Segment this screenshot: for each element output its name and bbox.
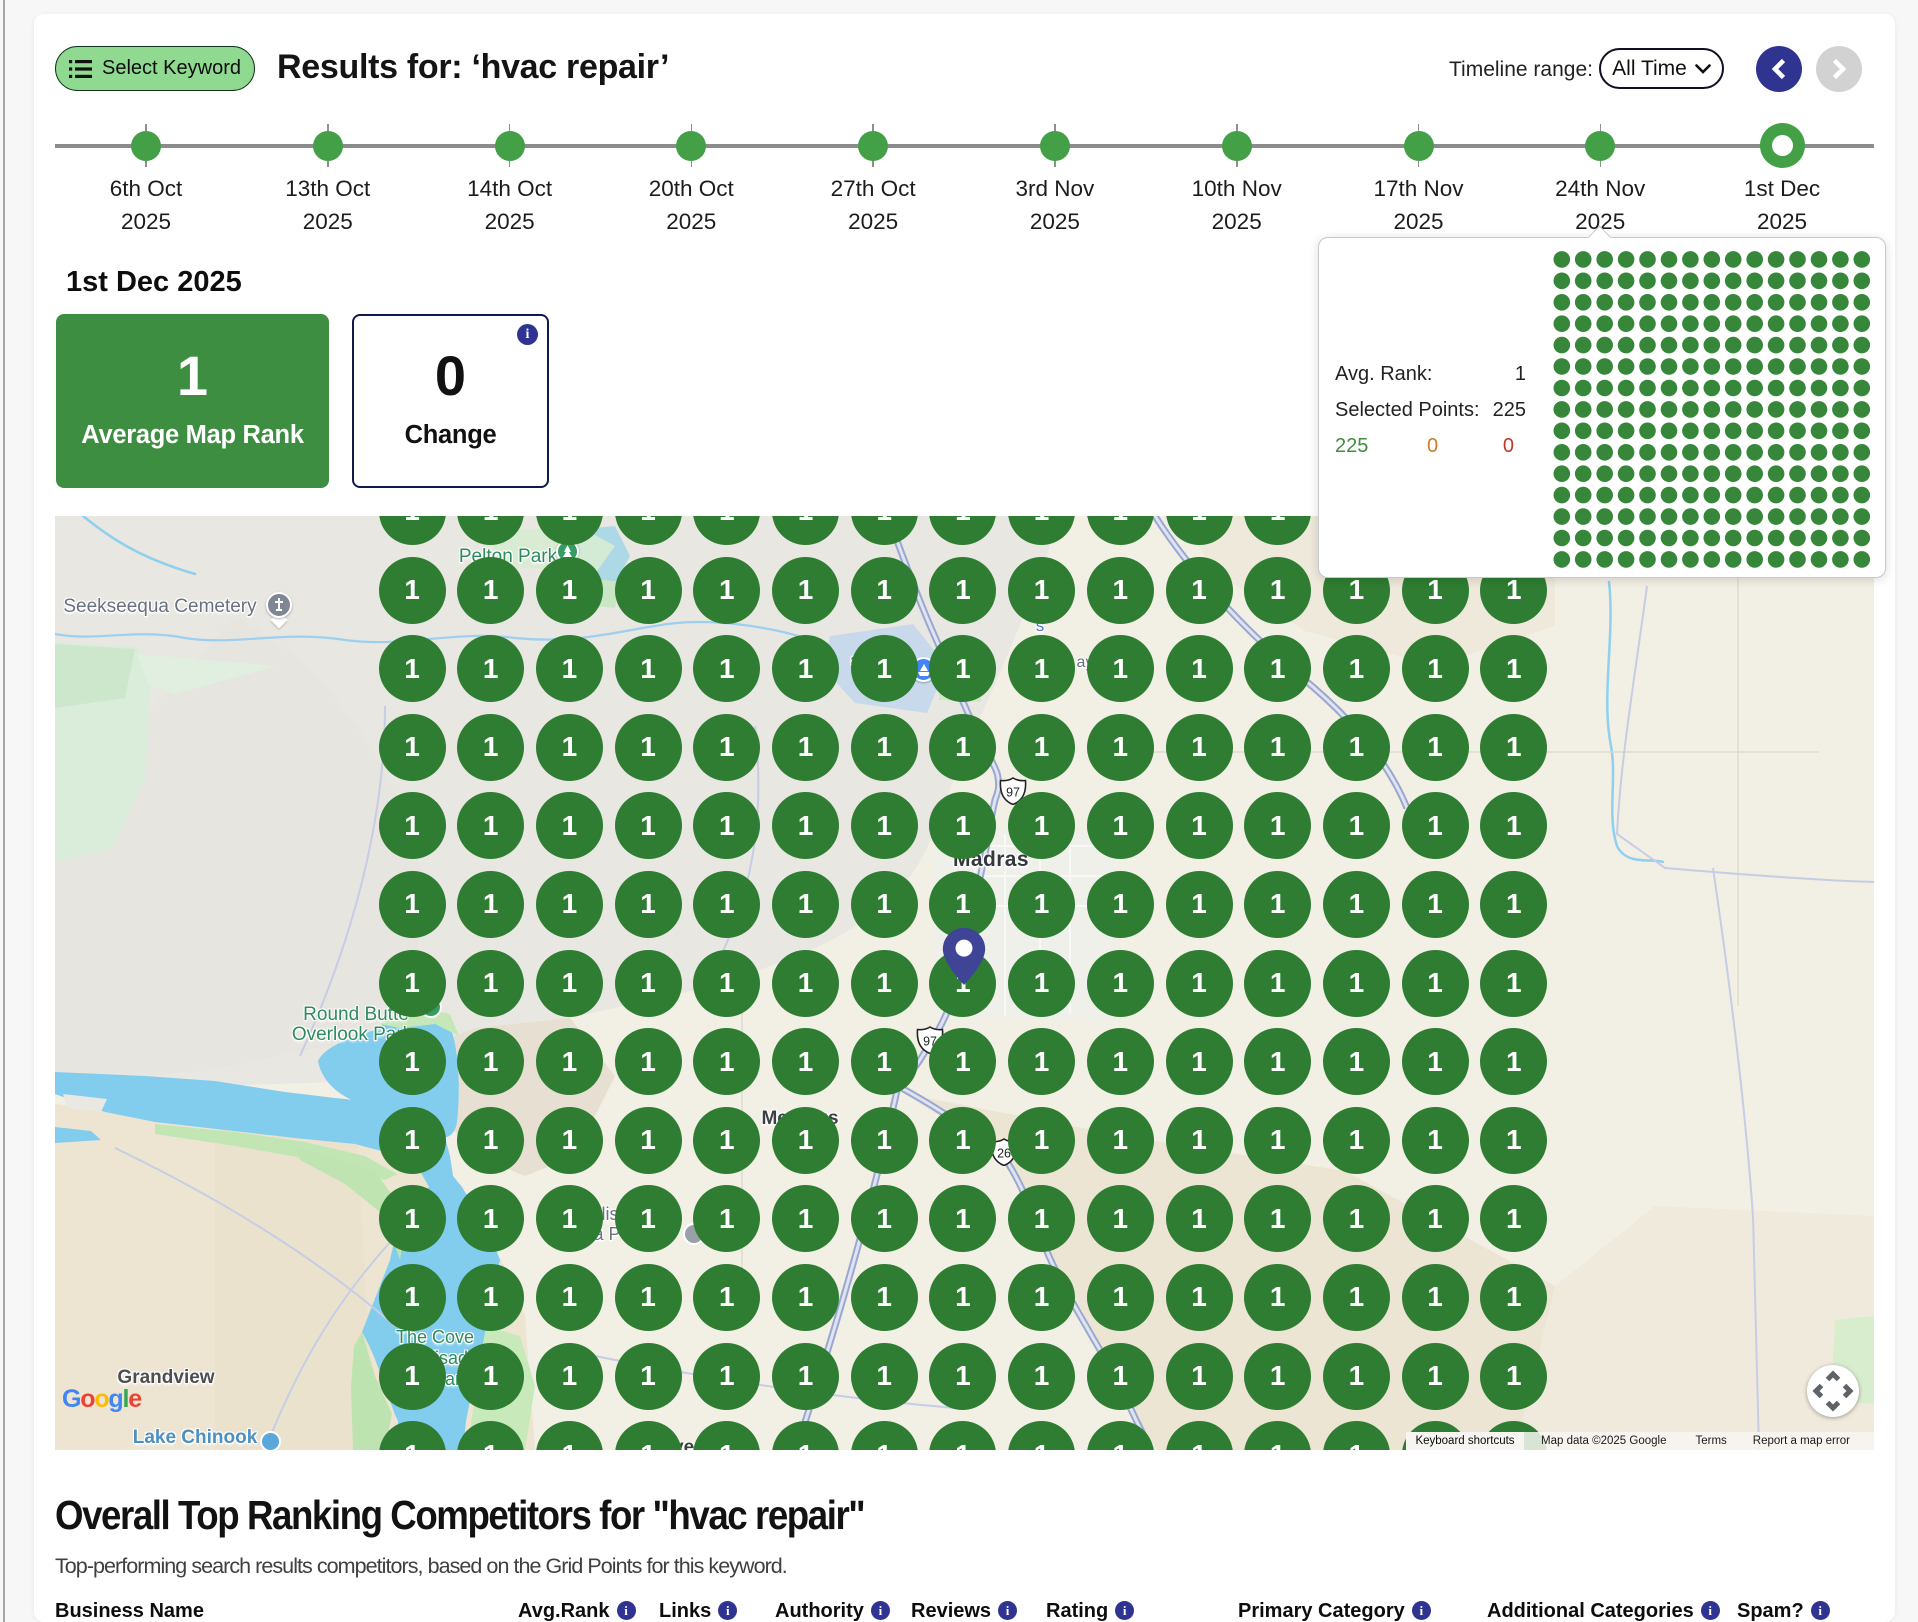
svg-text:97: 97 <box>1006 786 1020 800</box>
svg-text:26: 26 <box>997 1146 1011 1160</box>
